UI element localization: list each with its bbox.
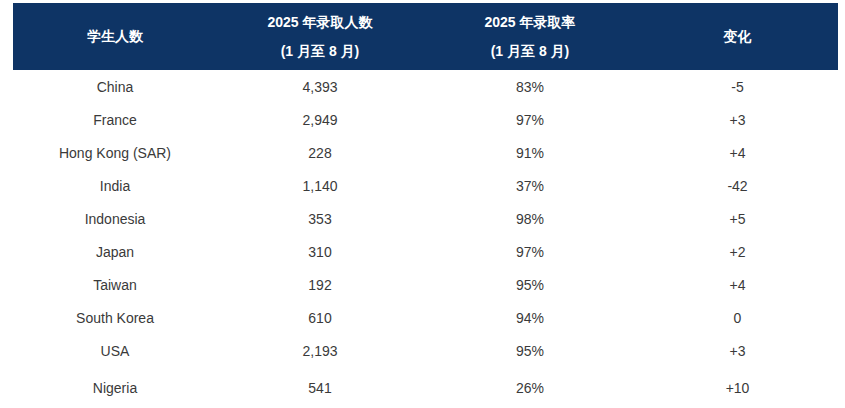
table-header: 学生人数 2025 年录取人数 (1 月至 8 月) 2025 年录取率 (1 … xyxy=(13,3,838,70)
row-country: Indonesia xyxy=(13,202,217,235)
row-admitted: 192 xyxy=(217,268,423,301)
table-row: Indonesia 353 98% +5 xyxy=(13,202,838,235)
header-label: 2025 年录取率 xyxy=(423,14,637,30)
row-country: USA xyxy=(13,334,217,367)
header-cell-admitted-2025: 2025 年录取人数 (1 月至 8 月) xyxy=(217,3,423,70)
row-admitted: 2,193 xyxy=(217,334,423,367)
row-admitted: 2,949 xyxy=(217,103,423,136)
row-change: +5 xyxy=(637,202,838,235)
row-change: +10 xyxy=(637,367,838,408)
row-change: +3 xyxy=(637,103,838,136)
row-rate: 97% xyxy=(423,103,637,136)
row-admitted: 541 xyxy=(217,367,423,408)
row-change: -42 xyxy=(637,169,838,202)
header-label: 学生人数 xyxy=(13,28,217,44)
row-admitted: 1,140 xyxy=(217,169,423,202)
row-country: Nigeria xyxy=(13,367,217,408)
row-change: +4 xyxy=(637,136,838,169)
row-country: Hong Kong (SAR) xyxy=(13,136,217,169)
header-label: 变化 xyxy=(637,28,838,44)
row-country: India xyxy=(13,169,217,202)
row-admitted: 4,393 xyxy=(217,70,423,103)
header-row: 学生人数 2025 年录取人数 (1 月至 8 月) 2025 年录取率 (1 … xyxy=(13,3,838,70)
header-cell-change: 变化 xyxy=(637,3,838,70)
header-sublabel: (1 月至 8 月) xyxy=(423,43,637,59)
table-body: China 4,393 83% -5 France 2,949 97% +3 H… xyxy=(13,70,838,408)
row-country: Taiwan xyxy=(13,268,217,301)
row-admitted: 310 xyxy=(217,235,423,268)
row-country: France xyxy=(13,103,217,136)
row-country: China xyxy=(13,70,217,103)
table-row: USA 2,193 95% +3 xyxy=(13,334,838,367)
row-rate: 37% xyxy=(423,169,637,202)
header-cell-students: 学生人数 xyxy=(13,3,217,70)
row-rate: 94% xyxy=(423,301,637,334)
table-row: South Korea 610 94% 0 xyxy=(13,301,838,334)
admissions-page: 学生人数 2025 年录取人数 (1 月至 8 月) 2025 年录取率 (1 … xyxy=(0,0,845,408)
table-row: India 1,140 37% -42 xyxy=(13,169,838,202)
row-change: 0 xyxy=(637,301,838,334)
table-row: Nigeria 541 26% +10 xyxy=(13,367,838,408)
header-cell-rate-2025: 2025 年录取率 (1 月至 8 月) xyxy=(423,3,637,70)
row-change: +2 xyxy=(637,235,838,268)
row-admitted: 610 xyxy=(217,301,423,334)
row-country: South Korea xyxy=(13,301,217,334)
row-rate: 95% xyxy=(423,334,637,367)
row-rate: 91% xyxy=(423,136,637,169)
header-sublabel: (1 月至 8 月) xyxy=(217,43,423,59)
table-row: Japan 310 97% +2 xyxy=(13,235,838,268)
table-row: China 4,393 83% -5 xyxy=(13,70,838,103)
row-rate: 95% xyxy=(423,268,637,301)
header-label: 2025 年录取人数 xyxy=(217,14,423,30)
row-rate: 98% xyxy=(423,202,637,235)
row-change: -5 xyxy=(637,70,838,103)
row-rate: 97% xyxy=(423,235,637,268)
row-rate: 26% xyxy=(423,367,637,408)
table-row: Hong Kong (SAR) 228 91% +4 xyxy=(13,136,838,169)
row-change: +3 xyxy=(637,334,838,367)
admissions-table: 学生人数 2025 年录取人数 (1 月至 8 月) 2025 年录取率 (1 … xyxy=(13,3,838,408)
row-admitted: 353 xyxy=(217,202,423,235)
table-row: France 2,949 97% +3 xyxy=(13,103,838,136)
table-row: Taiwan 192 95% +4 xyxy=(13,268,838,301)
row-change: +4 xyxy=(637,268,838,301)
row-admitted: 228 xyxy=(217,136,423,169)
row-rate: 83% xyxy=(423,70,637,103)
row-country: Japan xyxy=(13,235,217,268)
